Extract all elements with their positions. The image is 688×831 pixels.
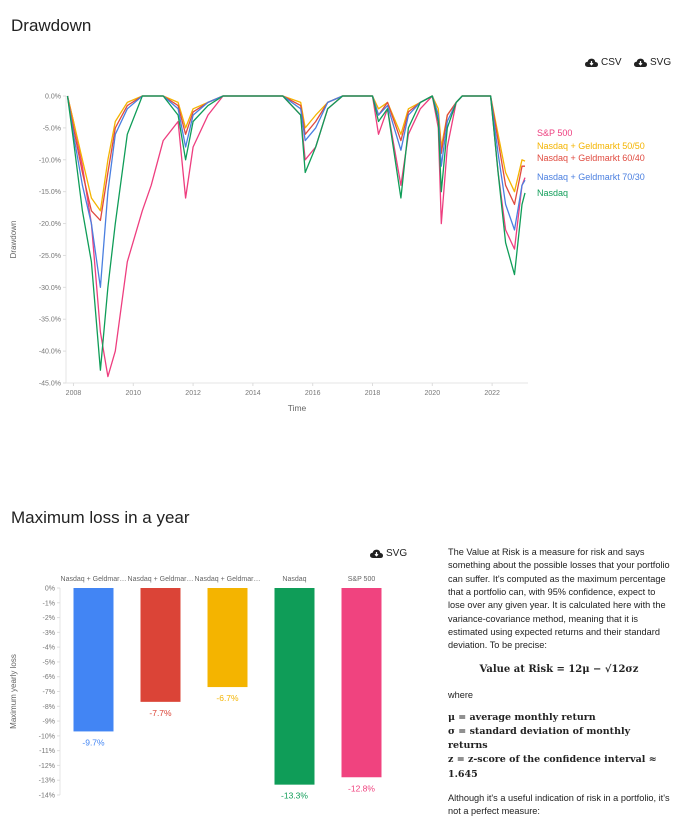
var-caveat-text: Although it's a useful indication of ris…: [448, 792, 670, 817]
legend-label: Nasdaq + Geldmarkt 50/50: [537, 141, 645, 151]
y-tick-label: -5.0%: [43, 125, 61, 132]
legend-label: S&P 500: [537, 128, 572, 138]
def-mu: μ = average monthly return: [448, 711, 596, 723]
download-svg-label: SVG: [650, 57, 672, 68]
bar-value-label: -9.7%: [82, 737, 105, 747]
var-formula: Value at Risk = 12μ − √12σz: [448, 663, 670, 678]
category-label: Nasdaq: [282, 576, 306, 583]
var-formula-text: Value at Risk = 12μ − √12σz: [479, 663, 639, 675]
bar-value-label: -7.7%: [149, 708, 172, 718]
y-tick-label: -7%: [43, 689, 55, 696]
x-tick-label: 2018: [365, 390, 381, 397]
bar-value-label: -6.7%: [216, 693, 239, 703]
y-tick-label: -12%: [39, 763, 55, 770]
y-tick-label: -30.0%: [39, 285, 61, 292]
y-tick-label: -8%: [43, 704, 55, 711]
y-axis-title: Maximum yearly loss: [9, 654, 18, 729]
x-tick-label: 2014: [245, 390, 261, 397]
y-tick-label: -3%: [43, 630, 55, 637]
x-tick-label: 2016: [305, 390, 321, 397]
y-tick-label: -2%: [43, 615, 55, 622]
category-label: Nasdaq + Geldmar…: [195, 576, 261, 583]
x-tick-label: 2020: [425, 390, 441, 397]
y-tick-label: -9%: [43, 719, 55, 726]
series-line: [66, 95, 526, 288]
legend-label: Nasdaq + Geldmarkt 70/30: [537, 172, 645, 182]
y-tick-label: 0%: [45, 586, 55, 593]
series-line: [66, 95, 526, 378]
download-svg-button[interactable]: SVG: [634, 57, 671, 68]
drawdown-title: Drawdown: [11, 16, 92, 35]
y-tick-label: -13%: [39, 778, 55, 785]
y-tick-label: 0.0%: [45, 94, 61, 101]
y-tick-label: -10%: [39, 733, 55, 740]
x-tick-label: 2010: [125, 390, 141, 397]
max-loss-chart: 0% -1% -2% -3% -4% -5% -6% -7% -8% -9% -10% -11% -12…: [9, 576, 382, 801]
bar: [73, 588, 114, 732]
download-csv-button[interactable]: CSV: [585, 57, 622, 68]
y-tick-label: -11%: [39, 748, 55, 755]
bar: [140, 588, 181, 702]
var-explanation: The Value at Risk is a measure for risk …: [448, 546, 670, 827]
category-label: Nasdaq + Geldmar…: [128, 576, 194, 583]
y-tick-label: -1%: [43, 600, 55, 607]
y-tick-label: -10.0%: [39, 157, 61, 164]
category-label: S&P 500: [348, 576, 376, 583]
cloud-download-icon: [585, 58, 598, 67]
bar: [207, 588, 248, 688]
bar-value-label: -12.8%: [348, 783, 375, 793]
drawdown-chart: 0.0% -5.0% -10.0% -15.0% -20.0% -25.0% -30.0% -…: [9, 94, 645, 414]
bar-value-label: -13.3%: [281, 791, 308, 801]
legend-label: Nasdaq + Geldmarkt 60/40: [537, 153, 645, 163]
y-tick-label: -20.0%: [39, 221, 61, 228]
series-line: [66, 95, 525, 222]
cloud-download-icon: [370, 549, 383, 558]
def-z: z = z-score of the confidence interval ≈…: [448, 754, 657, 780]
series-line: [66, 95, 526, 371]
x-tick-label: 2012: [185, 390, 201, 397]
y-tick-label: -35.0%: [39, 317, 61, 324]
bar: [341, 588, 382, 778]
x-tick-label: 2022: [484, 390, 500, 397]
download-csv-label: CSV: [601, 57, 622, 68]
y-tick-label: -4%: [43, 645, 55, 652]
y-tick-label: -15.0%: [39, 189, 61, 196]
x-axis-title: Time: [288, 403, 307, 413]
y-axis-title: Drawdown: [9, 221, 18, 259]
y-tick-label: -25.0%: [39, 253, 61, 260]
var-intro-text: The Value at Risk is a measure for risk …: [448, 547, 670, 651]
where-text: where: [448, 690, 474, 701]
y-tick-label: -5%: [43, 659, 55, 666]
y-tick-label: -40.0%: [39, 349, 61, 356]
y-tick-label: -45.0%: [39, 381, 61, 388]
bar: [274, 588, 315, 785]
def-sigma: σ = standard deviation of monthly return…: [448, 725, 631, 752]
max-loss-title: Maximum loss in a year: [11, 508, 190, 527]
download-svg-label: SVG: [386, 548, 408, 559]
category-label: Nasdaq + Geldmar…: [61, 576, 127, 583]
legend-label: Nasdaq: [537, 188, 568, 198]
formula-definitions: μ = average monthly return σ = standard …: [448, 711, 670, 782]
x-tick-label: 2008: [66, 390, 82, 397]
cloud-download-icon: [634, 58, 647, 67]
download-svg-button-2[interactable]: SVG: [370, 548, 407, 559]
y-tick-label: -6%: [43, 674, 55, 681]
y-tick-label: -14%: [39, 793, 55, 800]
